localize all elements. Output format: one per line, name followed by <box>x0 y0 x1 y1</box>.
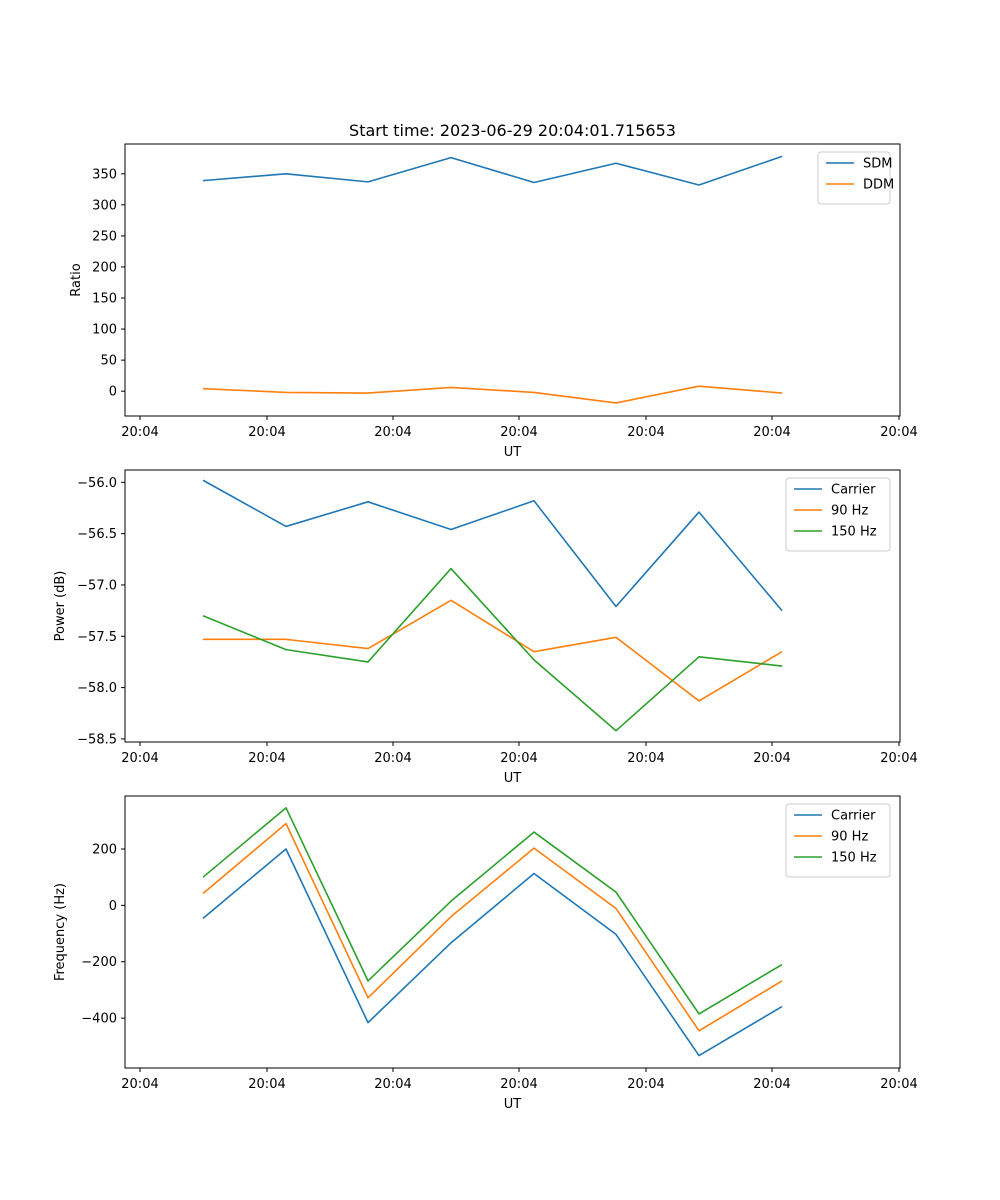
x-tick-label: 20:04 <box>753 751 790 766</box>
x-tick-label: 20:04 <box>880 425 917 440</box>
y-tick-label: −57.5 <box>77 630 117 645</box>
x-tick-label: 20:04 <box>500 1077 537 1092</box>
x-tick-label: 20:04 <box>248 751 285 766</box>
y-tick-label: 350 <box>92 167 117 182</box>
series-line-90-hz <box>202 822 783 1032</box>
y-tick-label: −56.5 <box>77 527 117 542</box>
subplot-3: 20:04 20:04 20:04 20:04 20:04 20:04 20:04 UT −40… <box>53 795 918 1112</box>
legend-label: 90 Hz <box>831 830 868 845</box>
x-tick-label: 20:04 <box>500 425 537 440</box>
series-line-sdm <box>202 155 783 186</box>
x-tick-label: 20:04 <box>627 1077 664 1092</box>
x-tick-label: 20:04 <box>627 751 664 766</box>
y-axis-label: Frequency (Hz) <box>53 883 68 981</box>
legend: SDM DDM <box>817 151 894 205</box>
series-line-90-hz <box>203 599 783 702</box>
x-tick-label: 20:04 <box>121 1077 158 1092</box>
series-line-carrier <box>202 848 783 1057</box>
y-tick-label: −57.0 <box>77 578 117 593</box>
y-tick-label: 150 <box>92 292 117 307</box>
x-tick-label: 20:04 <box>500 751 537 766</box>
y-tick-label: 300 <box>92 198 117 213</box>
x-tick-label: 20:04 <box>753 425 790 440</box>
x-tick-label: 20:04 <box>627 425 664 440</box>
legend-label: Carrier <box>831 809 876 824</box>
x-tick-label: 20:04 <box>374 751 411 766</box>
x-tick-label: 20:04 <box>248 1077 285 1092</box>
x-axis-label: UT <box>504 445 522 460</box>
axes-frame <box>124 143 901 417</box>
x-tick-label: 20:04 <box>880 751 917 766</box>
y-tick-label: 100 <box>92 323 117 338</box>
y-tick-label: −58.5 <box>77 732 117 747</box>
x-tick-label: 20:04 <box>121 425 158 440</box>
legend-label: 150 Hz <box>831 525 877 540</box>
legend-label: Carrier <box>831 483 876 498</box>
subplot-1: Start time: 2023-06-29 20:04:01.715653 20… <box>69 121 918 460</box>
y-tick-label: 200 <box>92 260 117 275</box>
x-tick-label: 20:04 <box>121 751 158 766</box>
x-axis-label: UT <box>504 771 522 786</box>
x-tick-label: 20:04 <box>374 425 411 440</box>
legend-label: 90 Hz <box>831 504 868 519</box>
x-tick-label: 20:04 <box>753 1077 790 1092</box>
y-tick-label: 50 <box>100 354 117 369</box>
y-tick-label: −200 <box>81 955 117 970</box>
legend-box <box>785 477 891 552</box>
legend-label: SDM <box>863 157 892 172</box>
axes-frame <box>124 795 901 1069</box>
legend-box <box>817 151 891 205</box>
x-axis-label: UT <box>504 1097 522 1112</box>
subplot-2: 20:04 20:04 20:04 20:04 20:04 20:04 20:04 UT −58… <box>53 469 918 786</box>
y-tick-label: 250 <box>92 229 117 244</box>
y-tick-label: 0 <box>109 899 117 914</box>
axes-frame <box>124 469 901 743</box>
legend: Carrier 90 Hz 150 Hz <box>785 477 891 552</box>
series-line-150-hz <box>202 807 783 1015</box>
chart-title: Start time: 2023-06-29 20:04:01.715653 <box>349 121 676 140</box>
x-tick-label: 20:04 <box>880 1077 917 1092</box>
y-tick-label: −56.0 <box>77 476 117 491</box>
y-tick-label: 200 <box>92 842 117 857</box>
y-tick-label: 0 <box>109 385 117 400</box>
series-line-carrier <box>202 479 783 612</box>
y-axis-label: Power (dB) <box>53 571 68 642</box>
series-line-150-hz <box>202 567 783 732</box>
legend: Carrier 90 Hz 150 Hz <box>785 803 891 878</box>
y-tick-label: −400 <box>81 1012 117 1027</box>
legend-label: 150 Hz <box>831 851 877 866</box>
y-tick-label: −58.0 <box>77 681 117 696</box>
legend-label: DDM <box>863 178 894 193</box>
x-tick-label: 20:04 <box>248 425 285 440</box>
x-tick-label: 20:04 <box>374 1077 411 1092</box>
legend-box <box>785 803 891 878</box>
series-line-ddm <box>202 385 783 404</box>
y-axis-label: Ratio <box>69 263 84 296</box>
